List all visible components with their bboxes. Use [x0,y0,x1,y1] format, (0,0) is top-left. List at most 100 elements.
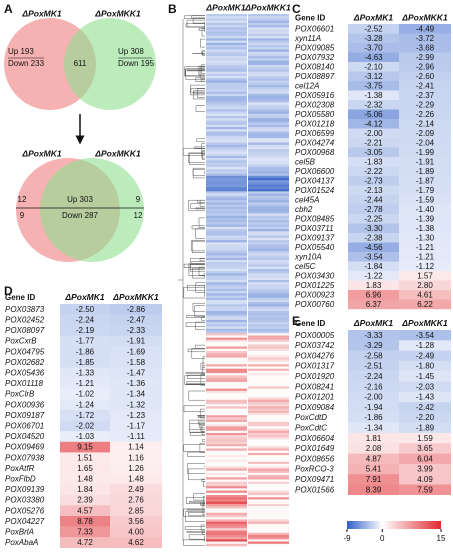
heatmap-cell [206,304,247,307]
heatmap-cell [248,173,289,177]
heatmap-cell [206,514,247,518]
cell-value: -1.43 [416,393,435,402]
gene-id: cel5C [295,262,316,271]
heatmap-cell [248,246,289,250]
venn-count: Down 233 [8,59,45,68]
cell-color [399,195,451,205]
heatmap-cell [248,100,289,103]
cell-color [399,204,451,215]
heatmap-cell [206,330,247,334]
heatmap-cell [248,486,289,489]
heatmap-cell [206,457,247,460]
cell-color [110,441,162,453]
cell-value: -2.41 [416,81,435,90]
cell-value: 1.26 [128,464,144,473]
cell-color [348,433,399,444]
heatmap-cell [248,253,289,256]
heatmap-cell [248,280,289,283]
venn-count: 12 [134,211,143,220]
cell-color [399,280,451,291]
cell-color [60,494,110,506]
heatmap-cell [248,488,289,491]
heatmap-cell [206,222,247,225]
gene-id: POX00936 [5,400,45,409]
gene-id: cel12A [295,81,319,90]
venn-count: Up 303 [67,195,93,204]
heatmap-cell [248,64,289,68]
heatmap-cell [248,211,289,214]
heatmap-cell [248,233,289,236]
venn-name: ΔPoxMK1 [21,8,62,18]
heatmap-cell [248,224,289,228]
gene-id: POX02682 [5,358,45,367]
cell-color [399,443,451,454]
heatmap-cell [206,419,247,423]
heatmap-cell [248,390,289,394]
cell-value: -2.86 [127,305,146,314]
cell-color [110,473,162,485]
venn-count: 9 [20,211,25,220]
heatmap-cell [206,342,247,345]
cell-color [348,443,399,454]
heatmap-cell [206,133,247,137]
heatmap-cell [206,459,247,463]
cell-value: -3.30 [364,224,383,233]
heatmap-cell [206,178,247,181]
cell-value: -2.73 [364,176,383,185]
heatmap-cell [206,373,247,376]
gene-id: PoxAtfR [5,464,35,473]
heatmap-cell [248,60,289,64]
heatmap-cell [248,519,289,522]
cell-value: -2.52 [364,24,383,33]
cell-value: 2.08 [366,444,382,453]
heatmap-cell [206,67,247,70]
heatmap-cell [206,506,247,509]
column-header: ΔPoxMK1 [205,2,246,12]
cell-value: -3.05 [364,148,383,157]
heatmap-cell [248,20,289,24]
gene-id: xyn10A [294,252,322,261]
cell-color [399,453,451,465]
gene-id: POX06604 [295,434,335,443]
cell-value: 6.37 [366,300,382,309]
heatmap-cell [206,122,247,126]
heatmap-cell [206,84,247,88]
heatmap-cell [206,217,247,221]
heatmap-cell [248,297,289,301]
cell-value: -2.22 [364,167,383,176]
heatmap-cell [206,481,247,485]
heatmap-cell [248,191,289,194]
gene-id: POX01920 [295,372,335,381]
cell-color [60,314,110,326]
heatmap-cell [248,124,289,128]
heatmap-cell [248,178,289,181]
heatmap-cell [248,135,289,139]
heatmap-cell [248,295,289,299]
heatmap-cell [248,153,289,157]
heatmap-cell [206,461,247,465]
heatmap-cell [248,127,289,130]
cell-value: -2.19 [76,326,95,335]
heatmap-cell [248,200,289,203]
cell-color [399,474,451,485]
heatmap-cell [248,432,289,436]
heatmap-cell [248,311,289,314]
heatmap-cell [206,495,247,498]
venn-count: 611 [74,59,87,68]
cell-value: 4.57 [77,506,93,515]
heatmap-cell [248,82,289,86]
cell-value: 4.87 [366,454,382,463]
heatmap-cell [248,526,289,529]
heatmap-cell [248,322,289,325]
heatmap-cell [206,242,247,245]
heatmap-cell [206,508,247,511]
heatmap-cell [206,410,247,414]
cell-color [348,204,399,215]
gene-id-header: Gene ID [295,13,325,22]
heatmap-cell [206,204,247,208]
heatmap-cell [248,435,289,438]
cell-color [110,452,162,464]
heatmap-cell [206,348,247,352]
cell-color [348,371,399,382]
heatmap-cell [206,306,247,310]
